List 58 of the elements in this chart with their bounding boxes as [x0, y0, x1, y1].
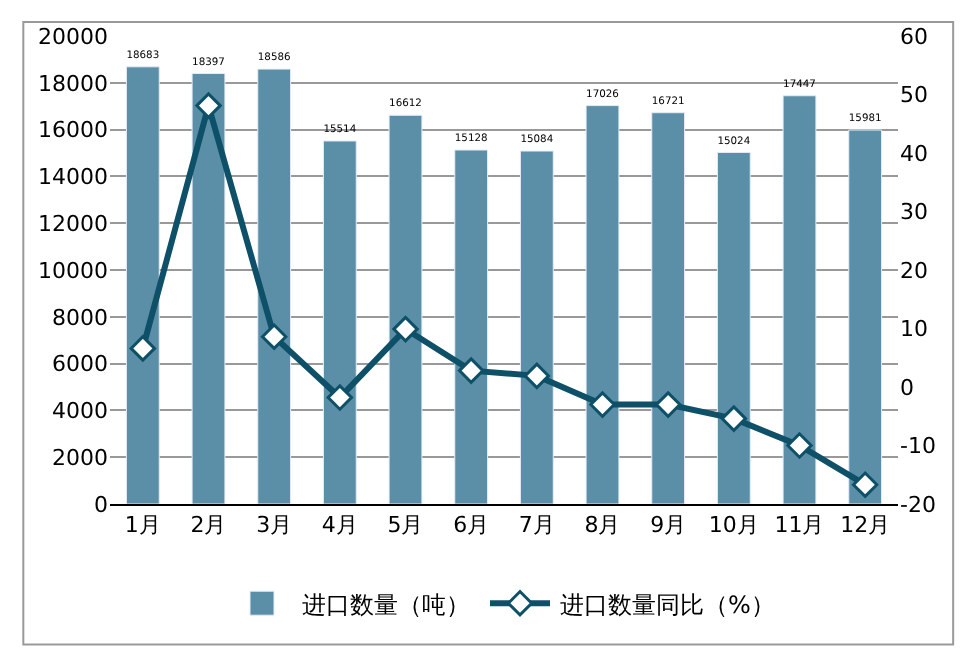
bar — [848, 129, 883, 504]
y2-tick-label: -10 — [900, 433, 936, 460]
x-tick-label: 1月 — [124, 512, 161, 539]
bar — [716, 151, 751, 504]
point — [457, 357, 485, 384]
point — [786, 432, 813, 459]
bar — [125, 66, 160, 504]
point — [589, 391, 616, 418]
y2-tick-label: -20 — [900, 491, 936, 518]
point — [523, 362, 551, 390]
y2-tick-label: 40 — [900, 140, 928, 167]
point — [654, 391, 682, 418]
bar — [257, 68, 292, 504]
y-tick-label: 18000 — [38, 70, 108, 97]
y-tick-label: 10000 — [38, 257, 108, 284]
x-tick-label: 12月 — [840, 512, 891, 539]
point — [392, 315, 419, 343]
y-tick-label: 4000 — [52, 398, 108, 425]
bar — [454, 149, 489, 504]
y2-tick-label: 10 — [900, 316, 928, 343]
point — [195, 92, 222, 119]
point — [326, 384, 354, 411]
x-tick-label: 2月 — [190, 512, 227, 539]
legend-label: 进口数量（吨） — [302, 590, 470, 619]
y2-tick-label: 60 — [900, 23, 928, 50]
bar — [585, 105, 620, 504]
x-tick-label: 7月 — [518, 512, 555, 539]
y-tick-label: 8000 — [52, 304, 108, 331]
x-tick-label: 3月 — [256, 512, 293, 539]
legend-label: 进口数量同比（%） — [560, 590, 775, 619]
y-tick-label: 12000 — [38, 210, 108, 237]
bar — [191, 73, 226, 504]
y2-tick-label: 50 — [900, 82, 928, 109]
y-tick-label: 2000 — [52, 444, 108, 471]
x-tick-label: 10月 — [708, 512, 759, 539]
x-tick-label: 9月 — [650, 512, 687, 539]
x-tick-label: 11月 — [774, 512, 825, 539]
y2-tick-label: 30 — [900, 199, 928, 226]
y-tick-label: 20000 — [38, 23, 108, 50]
point — [260, 323, 288, 350]
y-tick-label: 14000 — [38, 164, 108, 191]
bar — [322, 140, 357, 504]
y-tick-label: 16000 — [38, 117, 108, 144]
point — [851, 471, 879, 498]
y2-tick-label: 0 — [900, 374, 914, 401]
x-tick-label: 6月 — [453, 512, 490, 539]
y-tick-label: 0 — [94, 491, 108, 518]
point — [720, 405, 748, 432]
bar — [651, 112, 686, 504]
y2-tick-label: 20 — [900, 257, 928, 284]
bar — [388, 114, 423, 504]
point — [129, 335, 157, 362]
x-tick-label: 8月 — [584, 512, 621, 539]
x-tick-label: 4月 — [321, 512, 358, 539]
x-tick-label: 5月 — [387, 512, 424, 539]
y-tick-label: 6000 — [52, 351, 108, 378]
bar — [519, 150, 554, 504]
bar — [782, 95, 817, 504]
